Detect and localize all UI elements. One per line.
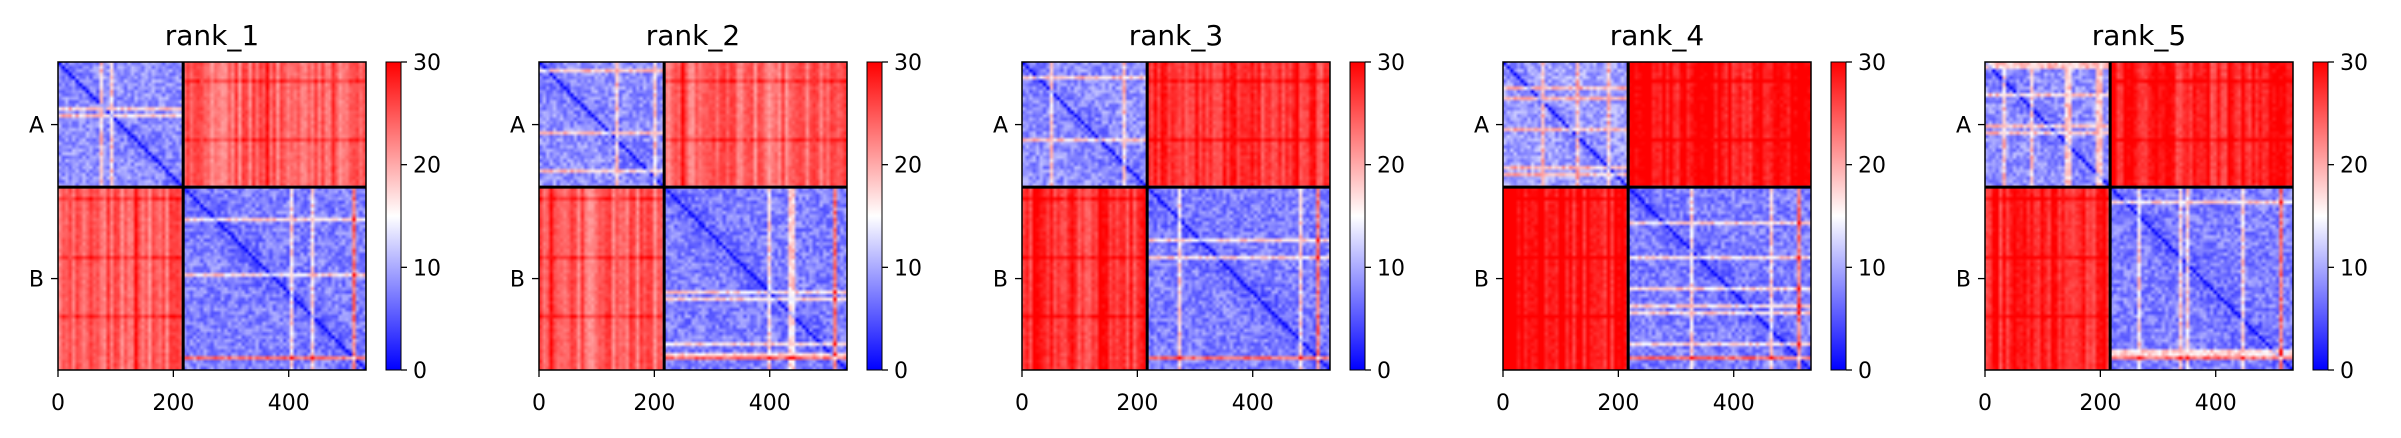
colorbar-tick-label: 10 — [2340, 256, 2368, 281]
heatmap-frame — [57, 61, 367, 371]
colorbar-tick-label: 30 — [894, 51, 922, 76]
colorbar — [2312, 61, 2329, 371]
panel-title: rank_4 — [1610, 19, 1704, 52]
chain-label-a: A — [29, 114, 44, 139]
chain-label-b: B — [1474, 268, 1489, 293]
chain-label-b: B — [993, 268, 1008, 293]
heatmap-frame — [1502, 61, 1812, 371]
x-tick-label: 200 — [1597, 391, 1639, 416]
panel-title: rank_5 — [2092, 19, 2186, 52]
pae-panel-3: rank_3 0 200 400 A B 0 10 20 30 — [993, 19, 1405, 416]
x-tick-label: 400 — [268, 391, 310, 416]
x-tick-label: 200 — [1116, 391, 1158, 416]
x-tick-label: 400 — [1713, 391, 1755, 416]
x-tick-label: 0 — [532, 391, 546, 416]
pae-panel-4: rank_4 0 200 400 A B 0 10 20 30 — [1474, 19, 1886, 416]
colorbar-tick-label: 20 — [1858, 154, 1886, 179]
colorbar — [385, 61, 402, 371]
heatmap-frame — [538, 61, 848, 371]
heatmap-frame — [1984, 61, 2294, 371]
colorbar-tick-label: 20 — [413, 154, 441, 179]
panel-title: rank_1 — [165, 19, 259, 52]
colorbar-tick-label: 20 — [894, 154, 922, 179]
x-tick-label: 0 — [51, 391, 65, 416]
x-tick-label: 0 — [1496, 391, 1510, 416]
chain-label-b: B — [1956, 268, 1971, 293]
x-tick-label: 400 — [749, 391, 791, 416]
x-tick-label: 400 — [1232, 391, 1274, 416]
x-tick-label: 400 — [2195, 391, 2237, 416]
panel-title: rank_3 — [1129, 19, 1223, 52]
colorbar-tick-label: 30 — [1377, 51, 1405, 76]
pae-panel-5: rank_5 0 200 400 A B 0 10 20 30 — [1956, 19, 2368, 416]
colorbar-tick-label: 10 — [413, 256, 441, 281]
chain-label-a: A — [510, 114, 525, 139]
colorbar-tick-label: 30 — [2340, 51, 2368, 76]
pae-panel-1: rank_1 0 200 400 A B 0 10 20 30 — [29, 19, 441, 416]
colorbar — [1349, 61, 1366, 371]
colorbar-tick-label: 20 — [1377, 154, 1405, 179]
x-tick-label: 200 — [633, 391, 675, 416]
colorbar — [1830, 61, 1847, 371]
x-tick-label: 200 — [2079, 391, 2121, 416]
colorbar-tick-label: 0 — [1858, 359, 1872, 384]
x-tick-label: 0 — [1978, 391, 1992, 416]
pae-heatmap — [1985, 62, 2293, 370]
x-tick-label: 200 — [152, 391, 194, 416]
colorbar-tick-label: 0 — [894, 359, 908, 384]
chain-label-b: B — [510, 268, 525, 293]
pae-heatmap — [1022, 62, 1330, 370]
pae-heatmap — [539, 62, 847, 370]
chain-label-b: B — [29, 268, 44, 293]
chain-label-a: A — [1956, 114, 1971, 139]
x-tick-label: 0 — [1015, 391, 1029, 416]
chain-label-a: A — [1474, 114, 1489, 139]
colorbar-tick-label: 30 — [1858, 51, 1886, 76]
colorbar-tick-label: 10 — [894, 256, 922, 281]
colorbar-tick-label: 10 — [1377, 256, 1405, 281]
heatmap-frame — [1021, 61, 1331, 371]
panel-title: rank_2 — [646, 19, 740, 52]
colorbar-tick-label: 0 — [2340, 359, 2354, 384]
colorbar-tick-label: 0 — [413, 359, 427, 384]
pae-panel-2: rank_2 0 200 400 A B 0 10 20 30 — [510, 19, 922, 416]
pae-heatmap — [58, 62, 366, 370]
colorbar-tick-label: 10 — [1858, 256, 1886, 281]
chain-label-a: A — [993, 114, 1008, 139]
colorbar — [866, 61, 883, 371]
colorbar-tick-label: 0 — [1377, 359, 1391, 384]
colorbar-tick-label: 20 — [2340, 154, 2368, 179]
pae-heatmap — [1503, 62, 1811, 370]
colorbar-tick-label: 30 — [413, 51, 441, 76]
